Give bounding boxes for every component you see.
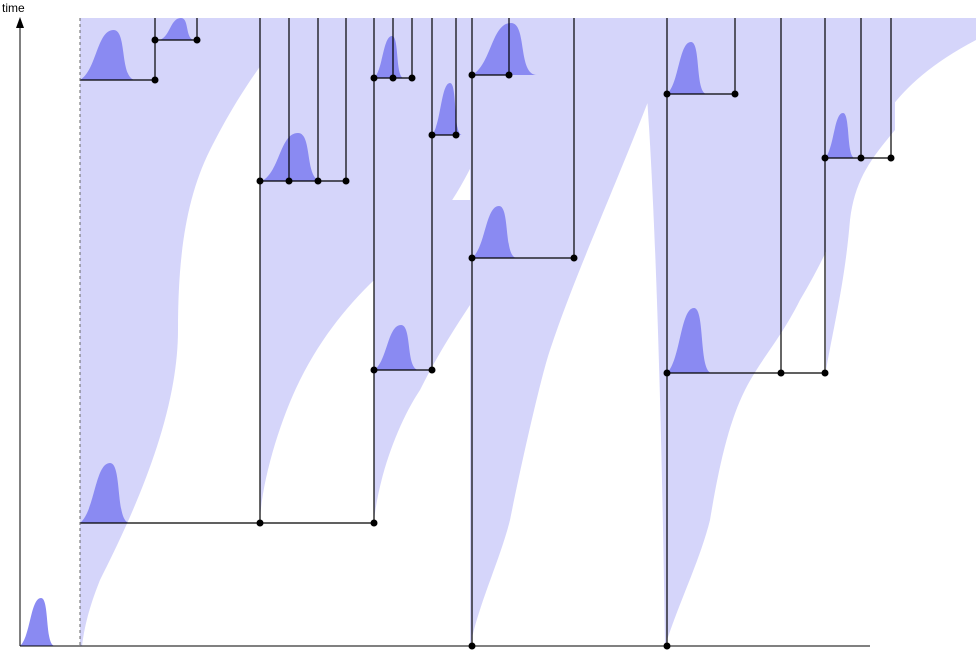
- distribution: [262, 133, 322, 181]
- distribution: [472, 206, 517, 258]
- distribution: [20, 598, 55, 646]
- distribution: [667, 42, 707, 94]
- distribution: [825, 113, 855, 158]
- distribution: [374, 36, 404, 78]
- distribution: [667, 308, 712, 373]
- distribution: [80, 30, 136, 80]
- distribution: [160, 18, 195, 40]
- distributions: [20, 18, 855, 646]
- axis-label: time: [2, 1, 25, 15]
- distribution: [472, 23, 537, 75]
- distribution: [80, 463, 130, 523]
- light-regions: [80, 18, 976, 646]
- tree: [80, 18, 895, 650]
- distribution: [432, 83, 462, 135]
- axis-arrow: [16, 17, 24, 28]
- distribution: [374, 325, 419, 370]
